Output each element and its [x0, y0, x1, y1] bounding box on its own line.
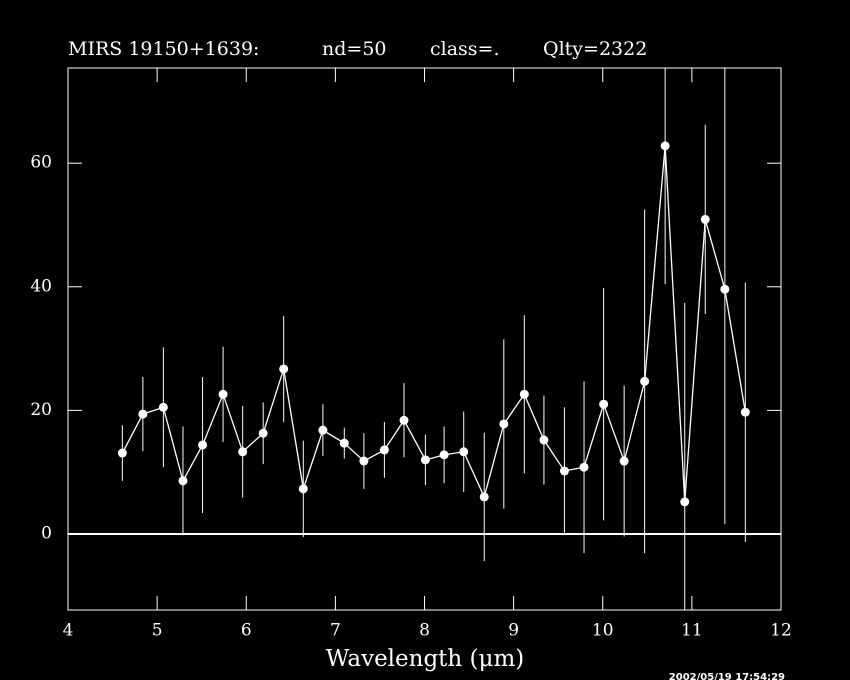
data-point	[218, 389, 228, 399]
data-point	[700, 214, 710, 224]
data-point	[619, 456, 629, 466]
data-point	[258, 428, 268, 438]
y-tick-label: 0	[41, 523, 52, 543]
data-point	[117, 448, 127, 458]
x-tick-label: 9	[508, 621, 519, 641]
data-point	[559, 466, 569, 476]
plot-area	[68, 68, 781, 610]
data-point	[599, 399, 609, 409]
y-tick-label: 40	[30, 276, 52, 296]
data-point	[459, 447, 469, 457]
data-point	[238, 447, 248, 457]
data-point	[519, 389, 529, 399]
x-tick-label: 5	[152, 621, 163, 641]
data-point	[158, 402, 168, 412]
data-point	[178, 476, 188, 486]
data-point	[298, 484, 308, 494]
data-point	[279, 364, 289, 374]
title-quality: Qlty=2322	[543, 38, 647, 60]
y-tick-label: 20	[30, 400, 52, 420]
x-tick-label: 10	[592, 621, 614, 641]
timestamp: 2002/05/19 17:54:29	[669, 672, 785, 680]
data-point	[720, 284, 730, 294]
data-point	[339, 438, 349, 448]
title-class: class=.	[430, 38, 500, 60]
data-point	[479, 492, 489, 502]
data-point	[579, 462, 589, 472]
data-point	[420, 455, 430, 465]
x-tick-label: 6	[241, 621, 252, 641]
y-tick-label: 60	[30, 153, 52, 173]
x-tick-label: 4	[63, 621, 74, 641]
title-nd: nd=50	[322, 38, 387, 60]
data-point	[198, 440, 208, 450]
data-point	[499, 419, 509, 429]
data-point	[640, 376, 650, 386]
x-tick-label: 11	[681, 621, 703, 641]
title-source: MIRS 19150+1639:	[68, 38, 259, 60]
data-point	[740, 407, 750, 417]
data-point	[399, 415, 409, 425]
x-tick-label: 12	[770, 621, 792, 641]
data-point	[138, 409, 148, 419]
x-tick-label: 8	[419, 621, 430, 641]
data-line	[121, 145, 746, 502]
data-point	[439, 450, 449, 460]
data-point	[379, 445, 389, 455]
data-point	[318, 425, 328, 435]
data-point	[539, 435, 549, 445]
data-point	[660, 141, 670, 151]
data-point	[680, 497, 690, 507]
data-point	[359, 456, 369, 466]
x-tick-label: 7	[330, 621, 341, 641]
x-axis-label: Wavelength (μm)	[326, 646, 525, 672]
